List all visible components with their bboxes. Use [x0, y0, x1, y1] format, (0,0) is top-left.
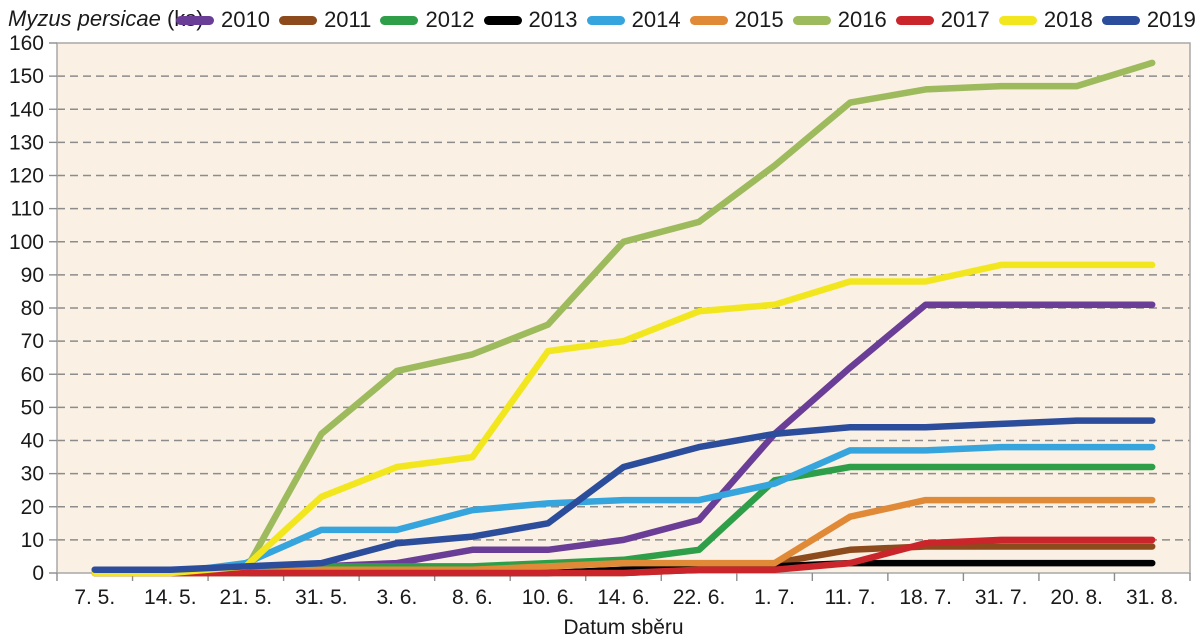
series-line-2019	[91, 417, 1156, 573]
x-tick-label: 31. 8.	[1126, 586, 1179, 609]
legend-item-2015: 2015	[689, 7, 784, 32]
y-tick-label: 110	[11, 198, 44, 221]
legend-label-2014: 2014	[631, 7, 681, 32]
legend-label-2011: 2011	[324, 7, 372, 32]
x-tick-label: 22. 6.	[673, 586, 726, 609]
y-tick-label: 80	[21, 297, 44, 320]
x-tick-label: 1. 7.	[754, 586, 795, 609]
x-tick-label: 7. 5.	[74, 586, 115, 609]
y-tick-label: 50	[21, 396, 44, 419]
legend-item-2014: 2014	[586, 7, 681, 32]
legend-item-2013: 2013	[483, 7, 578, 32]
legend-swatch-2014	[586, 15, 625, 25]
species-name: Myzus persicae	[8, 6, 161, 31]
x-tick-label: 31. 5.	[295, 586, 348, 609]
legend-item-2012: 2012	[380, 8, 474, 32]
y-tick-label: 90	[21, 264, 44, 287]
legend-swatch-2018	[998, 15, 1037, 25]
y-tick-label: 160	[9, 32, 44, 55]
y-tick-label: 140	[9, 98, 44, 121]
legend-item-2018: 2018	[998, 7, 1093, 32]
legend-label-2016: 2016	[837, 7, 887, 32]
y-tick-label: 70	[21, 330, 44, 353]
x-tick-label: 8. 6.	[452, 586, 493, 609]
y-tick-label: 130	[9, 131, 44, 154]
legend-label-2015: 2015	[734, 7, 784, 32]
legend-label-2018: 2018	[1043, 7, 1093, 32]
y-tick-label: 30	[21, 463, 44, 486]
x-tick-label: 20. 8.	[1050, 586, 1103, 609]
x-tick-label: 14. 6.	[597, 586, 650, 609]
legend-swatch-2017	[895, 15, 934, 25]
y-tick-label: 20	[21, 496, 44, 519]
legend-swatch-2015	[689, 15, 728, 25]
legend-swatch-2010	[176, 15, 214, 25]
y-tick-label: 120	[9, 165, 44, 188]
legend-label-2010: 2010	[221, 7, 270, 32]
x-tick-label: 31. 7.	[975, 586, 1028, 609]
legend-swatch-2012	[380, 15, 419, 25]
y-tick-label: 60	[21, 363, 44, 386]
y-tick-label: 150	[9, 65, 44, 88]
series-line-2017	[91, 536, 1156, 577]
x-tick-label: 10. 6.	[522, 586, 575, 609]
y-tick-label: 40	[21, 430, 44, 453]
legend-label-2017: 2017	[940, 7, 990, 32]
y-tick-label: 10	[21, 529, 44, 552]
legend-item-2019: 2019	[1101, 7, 1196, 32]
legend-label-2012: 2012	[425, 7, 475, 32]
x-tick-label: 14. 5.	[144, 586, 197, 609]
y-tick-label: 100	[9, 231, 44, 254]
legend-swatch-2011	[279, 15, 318, 25]
x-tick-label: 21. 5.	[220, 586, 273, 609]
legend-item-2010: 2010	[176, 8, 270, 32]
series-line-2014	[91, 443, 1156, 577]
x-tick-label: 3. 6.	[376, 586, 417, 609]
legend-swatch-2013	[483, 15, 522, 25]
x-tick-label: 18. 7.	[899, 586, 952, 609]
legend-item-2011: 2011	[279, 8, 371, 32]
x-axis-title: Datum sběru	[563, 616, 683, 639]
legend-item-2016: 2016	[792, 7, 887, 32]
x-tick-label: 11. 7.	[825, 586, 876, 609]
series-line-2018	[91, 261, 1156, 577]
legend: 2010 2011 2012 2013 2014 2015 2016 2017 2018 2019	[176, 7, 1196, 33]
legend-item-2017: 2017	[895, 7, 990, 32]
legend-swatch-2016	[792, 15, 831, 25]
legend-label-2013: 2013	[528, 7, 578, 32]
legend-swatch-2019	[1101, 15, 1140, 25]
y-tick-label: 0	[32, 562, 44, 585]
legend-label-2019: 2019	[1146, 7, 1196, 32]
series-line-2012	[91, 463, 1156, 577]
series-line-2016	[91, 59, 1156, 577]
